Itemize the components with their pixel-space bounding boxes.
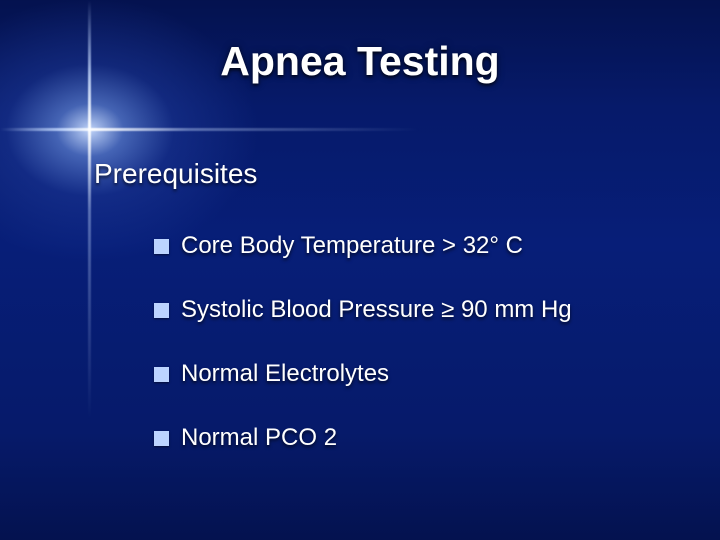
bullet-text: Normal PCO 2 bbox=[181, 424, 337, 452]
square-bullet-icon bbox=[154, 303, 169, 318]
square-bullet-icon bbox=[154, 367, 169, 382]
bullet-text: Systolic Blood Pressure ≥ 90 mm Hg bbox=[181, 296, 572, 324]
lens-flare-horizontal bbox=[0, 128, 420, 131]
bullet-list: Core Body Temperature > 32° C Systolic B… bbox=[154, 232, 572, 488]
square-bullet-icon bbox=[154, 239, 169, 254]
slide-subtitle: Prerequisites bbox=[94, 158, 257, 190]
list-item: Systolic Blood Pressure ≥ 90 mm Hg bbox=[154, 296, 572, 324]
bullet-text: Core Body Temperature > 32° C bbox=[181, 232, 523, 260]
list-item: Normal PCO 2 bbox=[154, 424, 572, 452]
square-bullet-icon bbox=[154, 431, 169, 446]
list-item: Core Body Temperature > 32° C bbox=[154, 232, 572, 260]
slide-title: Apnea Testing bbox=[0, 38, 720, 85]
bullet-text: Normal Electrolytes bbox=[181, 360, 389, 388]
list-item: Normal Electrolytes bbox=[154, 360, 572, 388]
